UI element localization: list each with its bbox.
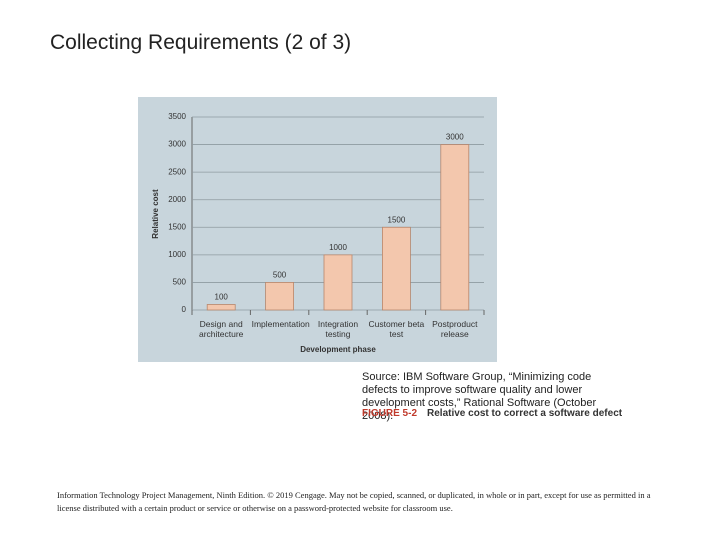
y-tick-label: 1500 [168, 222, 186, 231]
y-tick-label: 3500 [168, 112, 186, 121]
y-tick-label: 2000 [168, 195, 186, 204]
x-tick-label: Integration testing [317, 319, 359, 339]
source-note: Source: IBM Software Group, “Minimizing … [362, 371, 597, 422]
chart-panel [138, 97, 497, 362]
y-tick-label: 1000 [168, 250, 186, 259]
y-axis-title: Relative cost [151, 189, 160, 239]
y-tick-label: 2500 [168, 167, 186, 176]
bar [381, 226, 411, 311]
figure-number: FIGURE 5-2 [362, 408, 418, 419]
y-tick-label: 500 [173, 278, 187, 287]
x-axis-title: Development phase [300, 345, 376, 354]
x-tick-label: Postproduct release [432, 319, 478, 339]
figure-caption-text: Relative cost to correct a software defe… [427, 408, 623, 419]
footer: Information Technology Project Managemen… [57, 490, 651, 513]
x-tick-label: Implementation [251, 319, 310, 329]
bar [323, 254, 353, 311]
x-tick-label: Design and architecture [198, 319, 244, 339]
bar [206, 304, 236, 311]
value-label: 1000 [329, 243, 347, 252]
bar [265, 282, 295, 311]
value-label: 1500 [388, 215, 406, 224]
y-tick-label: 0 [182, 305, 187, 314]
y-tick-label: 3000 [168, 140, 186, 149]
bar [440, 144, 470, 311]
value-label: 100 [215, 293, 229, 302]
x-tick-label: Customer beta test [368, 319, 425, 339]
figure-caption: FIGURE 5-2 Relative cost to correct a sof… [362, 408, 622, 419]
value-label: 3000 [446, 133, 464, 142]
value-label: 500 [273, 271, 287, 280]
slide-title: Collecting Requirements (2 of 3) [50, 31, 352, 54]
